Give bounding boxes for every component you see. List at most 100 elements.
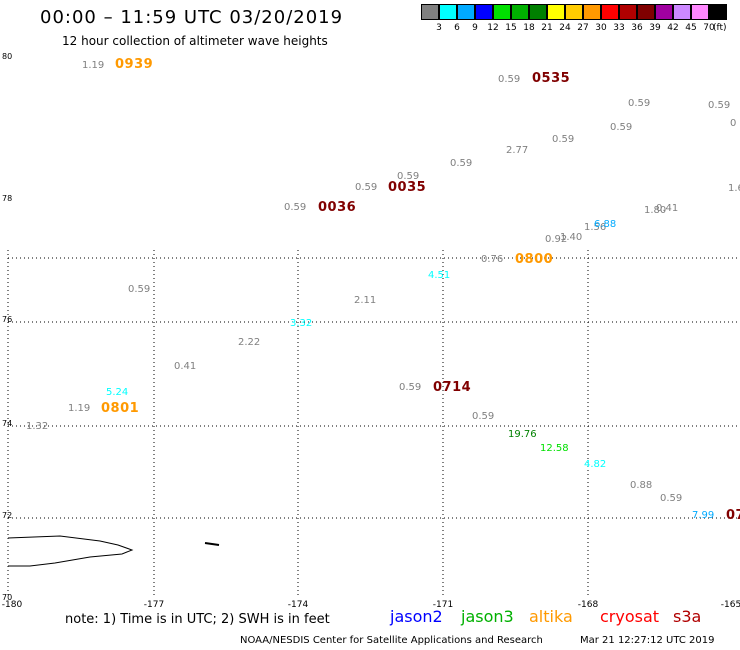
wave-height-label: 0.59	[708, 100, 731, 111]
longitude-label: -177	[143, 600, 165, 610]
legend-tick: 6	[454, 23, 460, 33]
wave-height-label: 6.88	[594, 219, 617, 230]
legend-swatch	[529, 4, 547, 20]
legend-swatch	[655, 4, 673, 20]
wave-height-label: 1.6	[728, 183, 740, 194]
wave-height-label: 19.76	[508, 429, 537, 440]
wave-height-label: 2.22	[238, 337, 261, 348]
wave-height-label: 0.59	[660, 493, 683, 504]
footer-note: note: 1) Time is in UTC; 2) SWH is in fe…	[65, 612, 330, 627]
legend-swatch	[691, 4, 709, 20]
wave-height-label: 3.32	[290, 318, 313, 329]
wave-height-label: 1.19	[68, 403, 91, 414]
wave-height-label: 2.77	[506, 145, 529, 156]
wave-height-label: 1.40	[560, 232, 583, 243]
legend-tick: 18	[523, 23, 535, 33]
legend-swatch	[439, 4, 457, 20]
wave-height-label: 5.24	[106, 387, 129, 398]
wave-height-label: 4.51	[428, 270, 451, 281]
credit-text: NOAA/NESDIS Center for Satellite Applica…	[240, 635, 543, 646]
wave-height-label: 1.80	[644, 205, 667, 216]
legend-swatch	[709, 4, 727, 20]
legend-tick: 27	[577, 23, 589, 33]
wave-height-label: 0.59	[284, 202, 307, 213]
obs-time-label: 0036	[318, 200, 357, 215]
legend-swatch	[637, 4, 655, 20]
wave-height-label: 0.59	[628, 98, 651, 109]
wave-height-label: 0.41	[174, 361, 197, 372]
latitude-label: 76	[2, 315, 13, 324]
wave-height-label: 0.59	[472, 411, 495, 422]
legend-swatch	[601, 4, 619, 20]
legend-tick: 39	[649, 23, 661, 33]
legend-swatch	[619, 4, 637, 20]
map-subtitle: 12 hour collection of altimeter wave hei…	[62, 34, 328, 48]
legend-tick: 70	[703, 23, 715, 33]
longitude-label: -168	[577, 600, 599, 610]
legend-tick: 30	[595, 23, 607, 33]
legend-unit: (ft)	[713, 23, 727, 33]
legend-swatch	[583, 4, 601, 20]
generated-timestamp: Mar 21 12:27:12 UTC 2019	[580, 635, 715, 646]
legend-swatch	[475, 4, 493, 20]
obs-time-label: 0714	[433, 380, 472, 395]
satellite-cryosat-label: cryosat	[600, 607, 660, 626]
wave-height-label: 1.32	[26, 421, 49, 432]
satellite-jason3-label: jason3	[461, 607, 514, 626]
satellite-altika-label: altika	[529, 607, 573, 626]
latitude-label: 72	[2, 511, 13, 520]
legend-tick: 24	[559, 23, 571, 33]
legend-tick: 42	[667, 23, 679, 33]
legend-tick: 21	[541, 23, 553, 33]
wave-height-label: 0.92	[545, 234, 568, 245]
legend-swatch	[493, 4, 511, 20]
wave-height-label: 0.59	[399, 382, 422, 393]
wave-height-label: 0.76	[481, 254, 504, 265]
legend-tick: 12	[487, 23, 499, 33]
longitude-label: -174	[287, 600, 309, 610]
legend-tick: 15	[505, 23, 517, 33]
wave-height-label: 0.41	[656, 203, 679, 214]
legend-swatch	[673, 4, 691, 20]
island	[204, 542, 220, 546]
wave-height-label: 0.59	[450, 158, 473, 169]
wave-height-label: 0.59	[498, 74, 521, 85]
wave-height-label: 0.59	[397, 171, 420, 182]
latitude-label: 74	[2, 419, 13, 428]
wave-height-label: 0	[730, 118, 737, 129]
legend-swatch	[511, 4, 529, 20]
wave-height-label: 12.58	[540, 443, 569, 454]
wave-height-label: 0.59	[552, 134, 575, 145]
wave-height-label: 0.88	[630, 480, 653, 491]
longitude-label: -180	[1, 600, 23, 610]
legend-tick: 36	[631, 23, 643, 33]
legend-swatch	[457, 4, 475, 20]
longitude-label: -171	[432, 600, 454, 610]
wave-height-label: 0.59	[128, 284, 151, 295]
obs-time-label: 0535	[532, 71, 571, 86]
satellite-jason2-label: jason2	[390, 607, 443, 626]
latitude-label: 78	[2, 194, 13, 203]
legend-swatch	[565, 4, 583, 20]
legend-tick: 33	[613, 23, 625, 33]
obs-time-label: 0801	[101, 401, 140, 416]
wave-height-label: 1.19	[82, 60, 105, 71]
legend-tick: 3	[436, 23, 442, 33]
wave-height-label: 2.11	[354, 295, 377, 306]
legend-swatch	[547, 4, 565, 20]
wave-height-label: 1.56	[584, 222, 607, 233]
legend-tick: 45	[685, 23, 697, 33]
longitude-label: -165	[720, 600, 740, 610]
obs-time-label: 0035	[388, 180, 427, 195]
map-title: 00:00 – 11:59 UTC 03/20/2019	[40, 7, 344, 28]
latitude-label: 80	[2, 52, 13, 61]
wave-height-label: 4.82	[584, 459, 607, 470]
obs-time-label: 0939	[115, 57, 154, 72]
wave-height-label: 7.99	[692, 510, 715, 521]
legend-swatch	[421, 4, 439, 20]
wave-height-label: 0.59	[355, 182, 378, 193]
coastline	[7, 535, 134, 567]
legend-tick: 9	[472, 23, 478, 33]
wave-height-label: 0.59	[610, 122, 633, 133]
